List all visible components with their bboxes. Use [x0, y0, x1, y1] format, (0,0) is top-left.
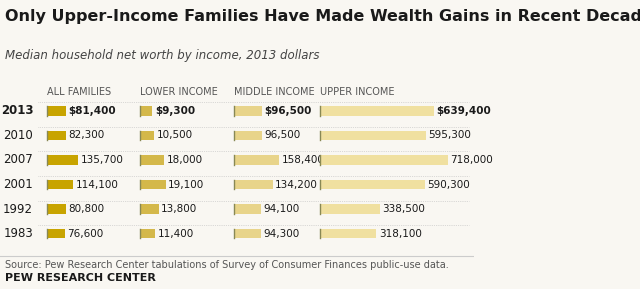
Text: 94,100: 94,100 — [264, 204, 300, 214]
Text: PEW RESEARCH CENTER: PEW RESEARCH CENTER — [4, 273, 156, 283]
Text: 135,700: 135,700 — [81, 155, 124, 165]
Text: 318,100: 318,100 — [379, 229, 422, 239]
Text: $96,500: $96,500 — [264, 106, 312, 116]
FancyBboxPatch shape — [320, 180, 425, 189]
Text: 10,500: 10,500 — [156, 130, 193, 140]
Text: 1992: 1992 — [3, 203, 33, 216]
Text: 19,100: 19,100 — [168, 179, 204, 190]
FancyBboxPatch shape — [234, 229, 261, 238]
FancyBboxPatch shape — [47, 106, 66, 116]
Text: 134,200: 134,200 — [275, 179, 318, 190]
Text: 718,000: 718,000 — [450, 155, 493, 165]
FancyBboxPatch shape — [47, 229, 65, 238]
FancyBboxPatch shape — [47, 180, 73, 189]
FancyBboxPatch shape — [140, 204, 159, 214]
FancyBboxPatch shape — [320, 155, 447, 165]
FancyBboxPatch shape — [234, 180, 273, 189]
FancyBboxPatch shape — [320, 106, 434, 116]
Text: 82,300: 82,300 — [68, 130, 105, 140]
Text: 595,300: 595,300 — [428, 130, 471, 140]
Text: 158,400: 158,400 — [282, 155, 324, 165]
Text: Source: Pew Research Center tabulations of Survey of Consumer Finances public-us: Source: Pew Research Center tabulations … — [4, 260, 449, 270]
Text: 590,300: 590,300 — [428, 179, 470, 190]
FancyBboxPatch shape — [320, 131, 426, 140]
FancyBboxPatch shape — [234, 204, 261, 214]
FancyBboxPatch shape — [140, 180, 166, 189]
FancyBboxPatch shape — [320, 204, 380, 214]
Text: $9,300: $9,300 — [155, 106, 195, 116]
FancyBboxPatch shape — [47, 204, 66, 214]
Text: MIDDLE INCOME: MIDDLE INCOME — [234, 87, 315, 97]
Text: LOWER INCOME: LOWER INCOME — [140, 87, 218, 97]
Text: 76,600: 76,600 — [67, 229, 104, 239]
Text: 2007: 2007 — [3, 153, 33, 166]
Text: 94,300: 94,300 — [264, 229, 300, 239]
Text: 18,000: 18,000 — [166, 155, 203, 165]
Text: 11,400: 11,400 — [157, 229, 194, 239]
FancyBboxPatch shape — [47, 155, 78, 165]
Text: $639,400: $639,400 — [436, 106, 491, 116]
Text: Only Upper-Income Families Have Made Wealth Gains in Recent Decades: Only Upper-Income Families Have Made Wea… — [4, 9, 640, 24]
Text: ALL FAMILIES: ALL FAMILIES — [47, 87, 111, 97]
Text: 96,500: 96,500 — [264, 130, 301, 140]
FancyBboxPatch shape — [140, 229, 156, 238]
Text: 2001: 2001 — [3, 178, 33, 191]
Text: 13,800: 13,800 — [161, 204, 197, 214]
Text: UPPER INCOME: UPPER INCOME — [320, 87, 394, 97]
FancyBboxPatch shape — [140, 155, 164, 165]
Text: 114,100: 114,100 — [76, 179, 118, 190]
FancyBboxPatch shape — [234, 106, 262, 116]
FancyBboxPatch shape — [140, 106, 152, 116]
FancyBboxPatch shape — [47, 131, 66, 140]
FancyBboxPatch shape — [234, 131, 262, 140]
FancyBboxPatch shape — [234, 155, 280, 165]
Text: $81,400: $81,400 — [68, 106, 116, 116]
Text: 338,500: 338,500 — [382, 204, 425, 214]
Text: 1983: 1983 — [3, 227, 33, 240]
Text: 2010: 2010 — [3, 129, 33, 142]
Text: Median household net worth by income, 2013 dollars: Median household net worth by income, 20… — [4, 49, 319, 62]
Text: 80,800: 80,800 — [68, 204, 104, 214]
FancyBboxPatch shape — [140, 131, 154, 140]
Text: 2013: 2013 — [1, 104, 33, 117]
FancyBboxPatch shape — [320, 229, 376, 238]
